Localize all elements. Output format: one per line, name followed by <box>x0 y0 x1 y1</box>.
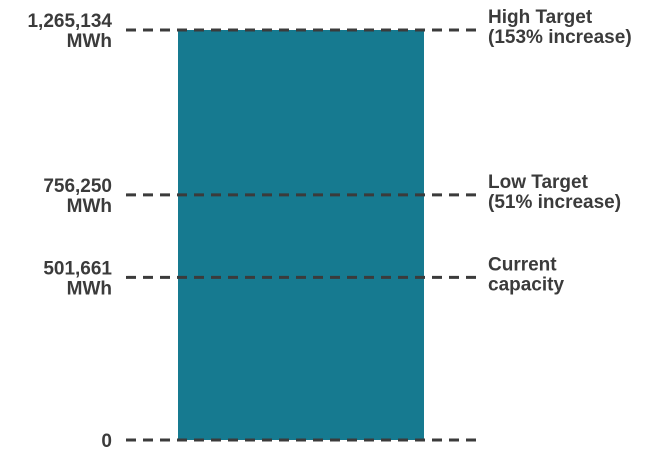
target-label: Low Target (51% increase) <box>488 172 621 213</box>
target-label: High Target (153% increase) <box>488 7 632 48</box>
capacity-bar <box>178 30 424 440</box>
value-label: 756,250 MWh <box>43 176 112 217</box>
target-label: Current capacity <box>488 254 564 295</box>
reference-lines: 1,265,134 MWh High Target (153% increase) 75… <box>27 7 631 452</box>
value-label: 0 <box>101 431 112 452</box>
value-label: 501,661 MWh <box>43 258 112 299</box>
value-label: 1,265,134 MWh <box>27 11 112 52</box>
